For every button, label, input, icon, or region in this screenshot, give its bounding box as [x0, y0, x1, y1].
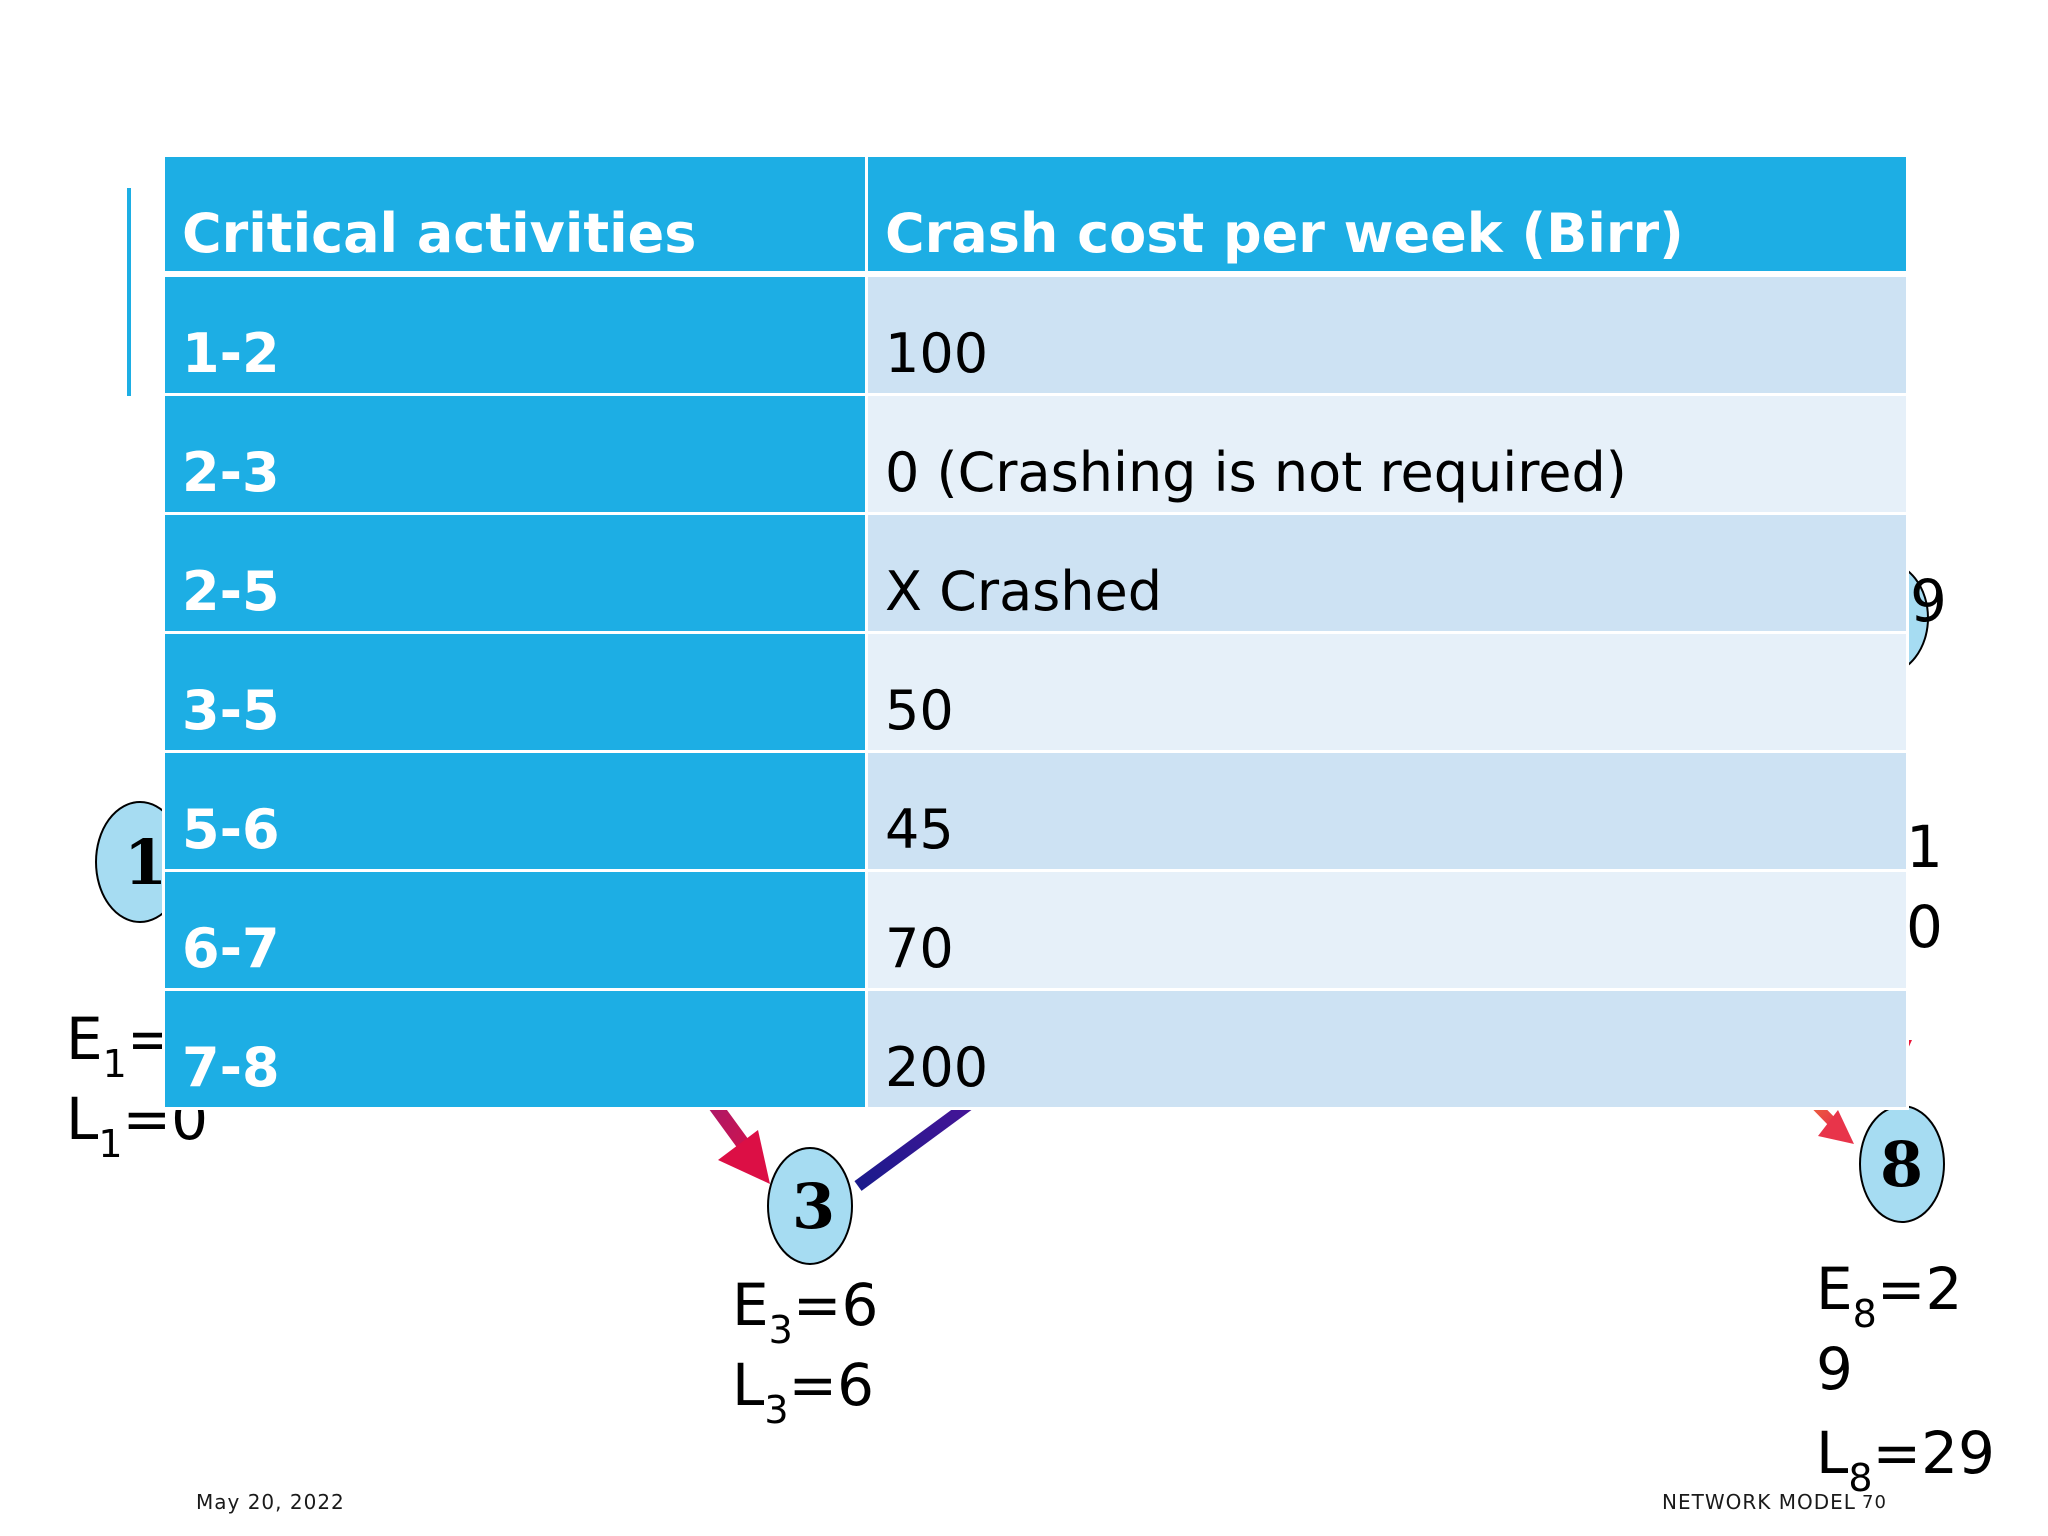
crash-cost-table: Critical activities Crash cost per week … — [162, 154, 1909, 1110]
footer-date: May 20, 2022 — [196, 1490, 345, 1514]
cost-cell: 70 — [865, 869, 1909, 991]
node-3-late-time: L3=6 — [732, 1351, 875, 1432]
table-row: 7-8 200 — [162, 988, 1909, 1110]
right-fragment-mid-2: 0 — [1906, 893, 1943, 961]
arrowhead-node-3 — [718, 1130, 770, 1184]
table-row: 6-7 70 — [162, 869, 1909, 991]
header-crash-cost: Crash cost per week (Birr) — [865, 154, 1909, 277]
right-fragment-top: 9 — [1910, 567, 1947, 635]
arrowhead-diagonal-node-8 — [1818, 1110, 1854, 1144]
cost-cell: 50 — [865, 631, 1909, 753]
activity-cell: 7-8 — [162, 988, 868, 1110]
node-3-early-time: E3=6 — [732, 1271, 879, 1352]
table-row: 1-2 100 — [162, 272, 1909, 396]
footer-title: NETWORK MODEL — [1662, 1490, 1856, 1514]
cost-cell: 45 — [865, 750, 1909, 872]
cost-cell: 100 — [865, 272, 1909, 396]
node-8-label: 8 — [1880, 1128, 1923, 1201]
activity-cell: 6-7 — [162, 869, 868, 991]
right-fragment-mid-1: 1 — [1906, 813, 1943, 881]
node-8-late-time: L8=29 — [1816, 1419, 1995, 1500]
activity-cell: 3-5 — [162, 631, 868, 753]
activity-cell: 2-5 — [162, 512, 868, 634]
node-8-early-time-wrap: 9 — [1816, 1335, 1853, 1403]
table-row: 2-3 0 (Crashing is not required) — [162, 393, 1909, 515]
cost-cell: 0 (Crashing is not required) — [865, 393, 1909, 515]
table-header-row: Critical activities Crash cost per week … — [162, 154, 1909, 277]
cost-cell: X Crashed — [865, 512, 1909, 634]
node-3-label: 3 — [792, 1170, 835, 1243]
cost-cell: 200 — [865, 988, 1909, 1110]
node-1-label: 1 — [124, 826, 167, 899]
node-3 — [767, 1147, 853, 1265]
header-critical-activities: Critical activities — [162, 154, 868, 277]
table-row: 3-5 50 — [162, 631, 1909, 753]
accent-bar — [127, 188, 131, 396]
activity-cell: 5-6 — [162, 750, 868, 872]
table-row: 5-6 45 — [162, 750, 1909, 872]
table-row: 2-5 X Crashed — [162, 512, 1909, 634]
footer-page-number: 70 — [1862, 1492, 1887, 1513]
activity-cell: 2-3 — [162, 393, 868, 515]
node-8-early-time: E8=2 — [1816, 1255, 1963, 1336]
activity-cell: 1-2 — [162, 272, 868, 396]
